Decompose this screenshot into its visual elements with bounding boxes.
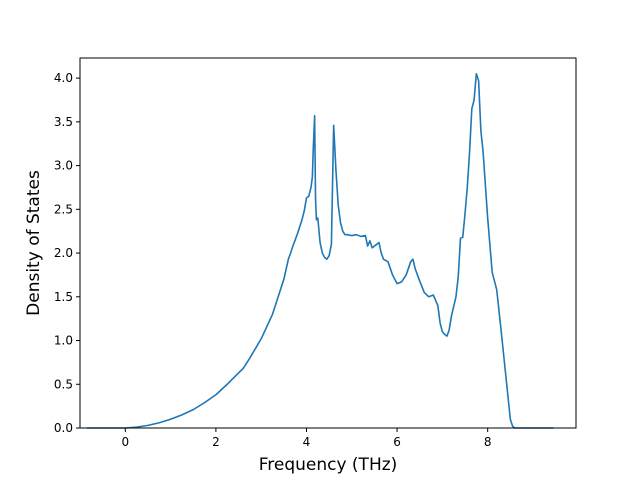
x-tick-label: 8 (484, 435, 492, 449)
y-tick-label: 3.0 (54, 159, 73, 173)
x-tick-label: 6 (393, 435, 401, 449)
y-tick-label: 4.0 (54, 71, 73, 85)
x-axis-label: Frequency (THz) (259, 455, 398, 475)
y-axis-ticks: 0.0 0.5 1.0 1.5 2.0 2.5 3.0 3.5 4.0 (54, 71, 80, 435)
y-tick-label: 0.0 (54, 421, 73, 435)
x-axis-ticks: 0 2 4 6 8 (121, 428, 491, 449)
y-axis-label: Density of States (24, 170, 44, 316)
x-tick-label: 2 (212, 435, 220, 449)
y-tick-label: 0.5 (54, 377, 73, 391)
y-tick-label: 2.0 (54, 246, 73, 260)
y-tick-label: 1.5 (54, 290, 73, 304)
x-tick-label: 4 (303, 435, 311, 449)
y-tick-label: 1.0 (54, 334, 73, 348)
y-tick-label: 3.5 (54, 115, 73, 129)
x-tick-label: 0 (121, 435, 129, 449)
series-line-0 (86, 72, 554, 429)
axes-frame (79, 57, 577, 429)
plot-lines (86, 72, 554, 429)
y-tick-label: 2.5 (54, 202, 73, 216)
